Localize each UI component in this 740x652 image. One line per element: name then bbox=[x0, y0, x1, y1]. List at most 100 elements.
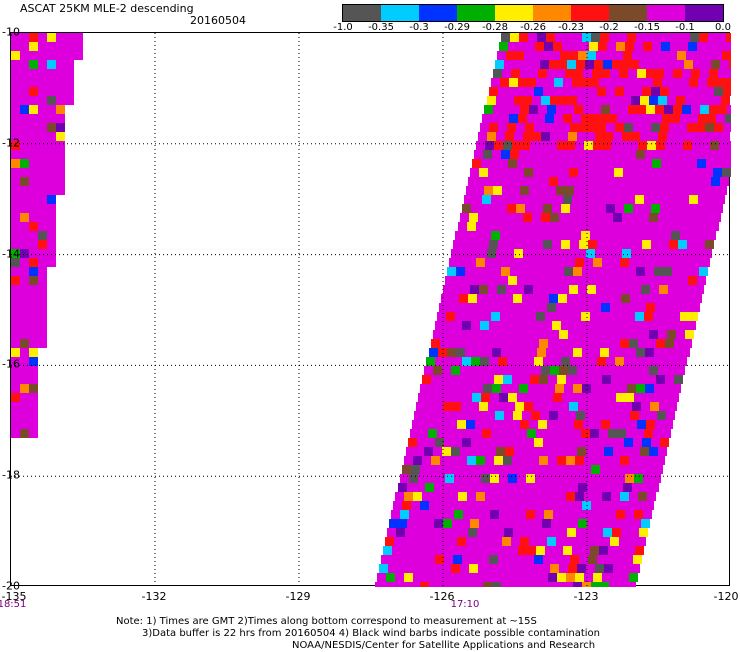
wind-cell bbox=[534, 438, 543, 447]
wind-cell bbox=[552, 123, 561, 132]
wind-cell bbox=[466, 186, 475, 195]
wind-cell bbox=[569, 402, 578, 411]
wind-cell bbox=[663, 267, 672, 276]
wind-cell bbox=[579, 204, 588, 213]
wind-cell bbox=[613, 564, 622, 573]
wind-cell bbox=[625, 510, 634, 519]
wind-cell bbox=[709, 69, 718, 78]
wind-cell bbox=[594, 60, 603, 69]
wind-cell bbox=[420, 465, 429, 474]
wind-cell bbox=[617, 195, 626, 204]
wind-cell bbox=[558, 294, 567, 303]
wind-cell bbox=[580, 474, 589, 483]
wind-cell bbox=[613, 249, 622, 258]
wind-cell bbox=[617, 114, 626, 123]
wind-cell bbox=[56, 132, 65, 141]
wind-cell bbox=[674, 375, 683, 384]
wind-cell bbox=[571, 42, 580, 51]
wind-cell bbox=[680, 78, 689, 87]
wind-cell bbox=[463, 474, 472, 483]
wind-cell bbox=[605, 519, 614, 528]
wind-cell bbox=[636, 384, 645, 393]
wind-cell bbox=[641, 51, 650, 60]
wind-cell bbox=[418, 393, 427, 402]
wind-cell bbox=[455, 546, 464, 555]
wind-cell bbox=[720, 177, 729, 186]
wind-cell bbox=[556, 105, 565, 114]
wind-cell bbox=[484, 105, 493, 114]
wind-cell bbox=[20, 258, 29, 267]
wind-cell bbox=[533, 402, 542, 411]
wind-cell bbox=[657, 60, 666, 69]
longitude-label: -129 bbox=[285, 590, 311, 603]
wind-cell bbox=[38, 141, 47, 150]
wind-cell bbox=[20, 69, 29, 78]
wind-cell bbox=[505, 330, 514, 339]
wind-cell bbox=[631, 213, 640, 222]
wind-cell bbox=[667, 132, 676, 141]
wind-cell bbox=[641, 519, 650, 528]
wind-cell bbox=[516, 357, 525, 366]
wind-cell bbox=[690, 33, 699, 42]
wind-cell bbox=[660, 438, 669, 447]
wind-cell bbox=[635, 114, 644, 123]
wind-cell bbox=[545, 195, 554, 204]
wind-cell bbox=[611, 258, 620, 267]
wind-cell bbox=[492, 582, 501, 591]
wind-cell bbox=[595, 330, 604, 339]
color-scale-tick-label: -0.28 bbox=[482, 22, 508, 33]
wind-cell bbox=[539, 258, 548, 267]
wind-cell bbox=[569, 519, 578, 528]
wind-cell bbox=[512, 339, 521, 348]
wind-cell bbox=[664, 105, 673, 114]
wind-cell bbox=[412, 537, 421, 546]
wind-cell bbox=[635, 195, 644, 204]
wind-cell bbox=[688, 276, 697, 285]
wind-cell bbox=[540, 177, 549, 186]
wind-cell bbox=[397, 564, 406, 573]
wind-cell bbox=[616, 276, 625, 285]
wind-cell bbox=[503, 456, 512, 465]
wind-cell bbox=[454, 276, 463, 285]
wind-cell bbox=[526, 510, 535, 519]
wind-cell bbox=[653, 195, 662, 204]
wind-cell bbox=[566, 375, 575, 384]
wind-cell bbox=[481, 510, 490, 519]
wind-cell bbox=[483, 465, 492, 474]
wind-cell bbox=[614, 51, 623, 60]
wind-cell bbox=[452, 285, 461, 294]
wind-cell bbox=[516, 555, 525, 564]
wind-cell bbox=[444, 357, 453, 366]
wind-cell bbox=[38, 159, 47, 168]
wind-cell bbox=[65, 78, 74, 87]
wind-cell bbox=[647, 375, 656, 384]
wind-cell bbox=[20, 375, 29, 384]
wind-cell bbox=[475, 303, 484, 312]
wind-cell bbox=[611, 456, 620, 465]
wind-cell bbox=[466, 537, 475, 546]
wind-cell bbox=[639, 528, 648, 537]
wind-cell bbox=[462, 240, 471, 249]
wind-cell bbox=[671, 78, 680, 87]
wind-cell bbox=[568, 330, 577, 339]
wind-cell bbox=[613, 96, 622, 105]
wind-cell bbox=[694, 249, 703, 258]
wind-cell bbox=[591, 582, 600, 591]
wind-cell bbox=[567, 60, 576, 69]
wind-cell bbox=[654, 150, 663, 159]
wind-cell bbox=[516, 123, 525, 132]
wind-cell bbox=[408, 555, 417, 564]
wind-cell bbox=[671, 231, 680, 240]
wind-cell bbox=[585, 411, 594, 420]
wind-cell bbox=[474, 384, 483, 393]
wind-cell bbox=[425, 483, 434, 492]
wind-cell bbox=[499, 159, 508, 168]
wind-cell bbox=[616, 393, 625, 402]
wind-cell bbox=[722, 51, 731, 60]
wind-cell bbox=[395, 573, 404, 582]
wind-cell bbox=[517, 276, 526, 285]
wind-cell bbox=[638, 375, 647, 384]
wind-cell bbox=[552, 321, 561, 330]
wind-cell bbox=[11, 195, 20, 204]
wind-cell bbox=[557, 375, 566, 384]
